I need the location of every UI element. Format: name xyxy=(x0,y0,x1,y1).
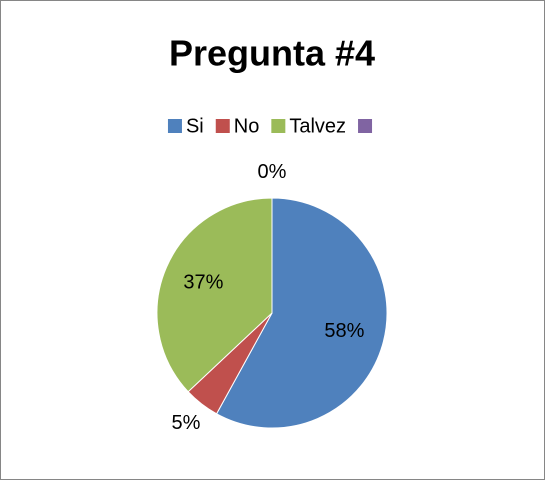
pie-slice xyxy=(215,197,388,429)
pie-slice xyxy=(156,197,273,393)
legend-swatch xyxy=(271,119,286,133)
data-label: 58% xyxy=(324,320,364,342)
legend-swatch xyxy=(167,119,182,133)
legend: Si No Talvez xyxy=(167,115,373,137)
legend-swatch xyxy=(215,119,230,133)
legend-label: No xyxy=(234,115,260,137)
chart-title: Pregunta #4 xyxy=(169,33,375,74)
legend-swatch xyxy=(358,119,373,133)
data-label: 0% xyxy=(258,161,287,183)
pie xyxy=(156,197,388,429)
legend-label: Talvez xyxy=(289,115,346,137)
data-label: 37% xyxy=(183,272,223,294)
data-label: 5% xyxy=(172,412,201,434)
legend-label: Si xyxy=(186,115,204,137)
